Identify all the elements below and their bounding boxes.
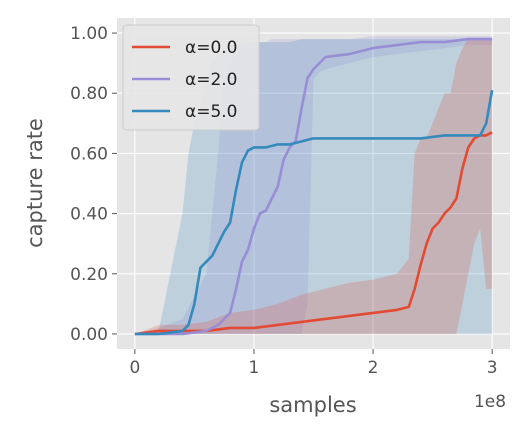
legend-box	[122, 24, 260, 131]
x-tick-label: 0	[129, 358, 140, 378]
y-tick-label: 0.20	[70, 265, 108, 285]
x-tick-label: 2	[368, 358, 379, 378]
series-line	[134, 89, 494, 336]
y-axis-label: capture rate	[23, 118, 47, 248]
series-line	[134, 37, 493, 336]
confidence-band	[134, 39, 493, 334]
x-axis-multiplier: 1e8	[474, 392, 506, 412]
x-tick-label: 3	[487, 358, 498, 378]
x-axis-label: samples	[269, 393, 356, 417]
x-tick-label: 1	[249, 358, 260, 378]
y-tick-label: 0.80	[70, 84, 108, 104]
legend-label: α=2.0	[185, 70, 238, 90]
y-tick-label: 1.00	[70, 24, 108, 44]
legend-label: α=5.0	[185, 102, 238, 122]
y-tick-label: 0.40	[70, 205, 108, 225]
series-lines	[134, 37, 494, 336]
y-tick-label: 0.00	[70, 325, 108, 345]
legend: α=0.0 α=2.0 α=5.0	[122, 24, 260, 131]
y-axis-ticks: 0.00 0.20 0.40 0.60 0.80 1.00	[70, 24, 117, 345]
x-axis-ticks: 0 1 2 3	[129, 349, 498, 378]
series-line	[134, 131, 493, 336]
y-tick-label: 0.60	[70, 144, 108, 164]
legend-label: α=0.0	[185, 38, 238, 58]
